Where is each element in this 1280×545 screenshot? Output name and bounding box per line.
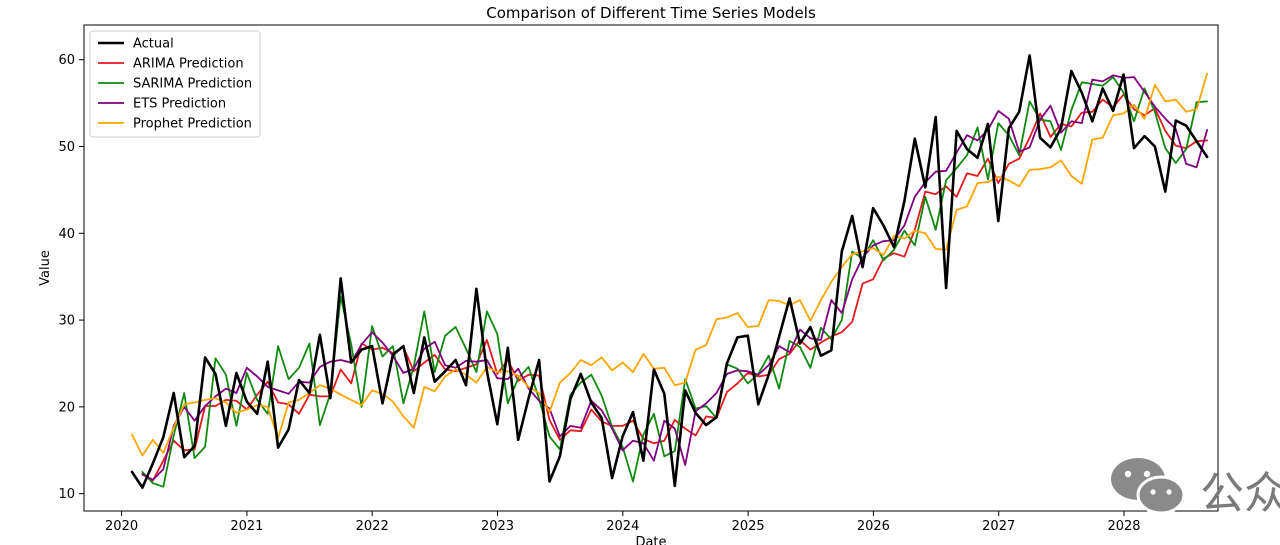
y-axis: 10 20 30 40 50 60 [58,53,84,502]
y-tick-label: 20 [58,400,75,415]
legend: Actual ARIMA Prediction SARIMA Prediction E… [89,30,261,138]
legend-label: ARIMA Prediction [133,57,244,72]
chart-title: Comparison of Different Time Series Mode… [486,4,816,22]
series-line-sarima-prediction [141,76,1208,488]
x-tick-label: 2023 [481,519,514,534]
series-line-arima-prediction [141,93,1208,482]
legend-label: Actual [133,37,174,52]
x-tick-label: 2021 [230,519,263,534]
legend-box [89,30,261,138]
watermark-text: 公众 [1200,468,1280,519]
series-layer [130,54,1209,489]
x-axis: 2020 2021 2022 2023 2024 2025 2026 2027 2028 [105,511,1141,534]
legend-label: SARIMA Prediction [133,77,252,92]
x-tick-label: 2026 [857,519,890,534]
x-axis-title: Date [635,535,666,545]
x-tick-label: 2025 [732,519,765,534]
y-tick-label: 40 [58,227,75,242]
y-tick-label: 10 [58,487,75,502]
y-tick-label: 60 [58,53,75,68]
x-tick-label: 2024 [606,519,639,534]
series-line-prophet-prediction [131,72,1208,457]
plot-frame [83,24,1219,512]
x-tick-label: 2027 [982,519,1015,534]
y-tick-label: 50 [58,140,75,155]
watermark: 公众 [1111,458,1280,519]
x-tick-label: 2020 [105,519,138,534]
series-line-actual [130,54,1209,489]
legend-label: ETS Prediction [133,97,226,112]
wechat-icon [1111,458,1186,515]
series-line-ets-prediction [141,74,1208,481]
x-tick-label: 2022 [356,519,389,534]
y-axis-title: Value [38,250,53,286]
legend-label: Prophet Prediction [133,117,252,132]
x-tick-label: 2028 [1107,519,1140,534]
y-tick-label: 30 [58,314,75,329]
